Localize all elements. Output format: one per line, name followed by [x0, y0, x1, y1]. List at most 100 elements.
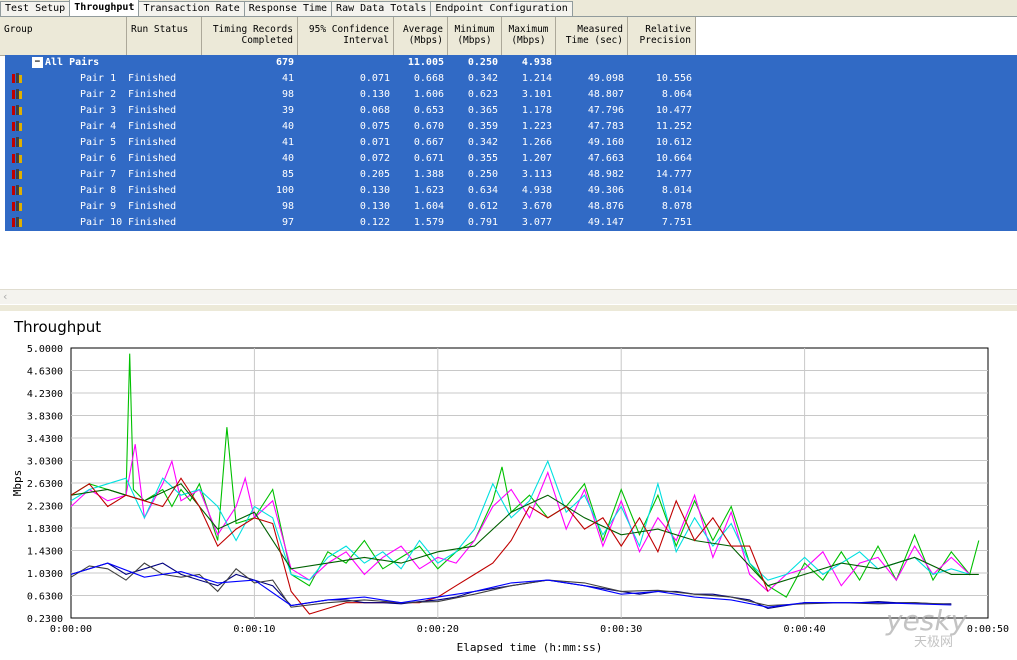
- y-tick-label: 4.6300: [27, 367, 63, 378]
- pair-row[interactable]: Pair 1 Finished 41 0.071 0.668 0.342 1.214 49.0…: [5, 71, 1017, 87]
- y-tick-label: 2.6300: [27, 479, 63, 490]
- series-line-3: [70, 459, 970, 581]
- y-tick-label: 1.8300: [27, 524, 63, 535]
- group-cell: Pair 3: [5, 103, 127, 119]
- time-cell: 49.147: [587, 217, 624, 228]
- minimum-cell: 0.355: [467, 153, 498, 164]
- endpoint-pair-icon: [11, 216, 23, 228]
- endpoint-pair-icon: [11, 168, 23, 180]
- scroll-left-icon[interactable]: ‹: [2, 290, 9, 303]
- maximum-cell: 3.101: [521, 89, 552, 100]
- endpoint-pair-icon: [11, 152, 23, 164]
- column-header-3[interactable]: 95% Confidence Interval: [298, 17, 394, 55]
- pair-row[interactable]: Pair 4 Finished 40 0.075 0.670 0.359 1.223 47.7…: [5, 119, 1017, 135]
- pair-row[interactable]: Pair 10 Finished 97 0.122 1.579 0.791 3.077 49.…: [5, 215, 1017, 231]
- ci-cell: 0.071: [359, 137, 390, 148]
- status-cell: Finished: [128, 201, 177, 212]
- tab-response-time[interactable]: Response Time: [243, 1, 333, 16]
- precision-cell: 10.612: [655, 137, 692, 148]
- grid-rows: − All Pairs 679 11.005 0.250 4.938 Pair 1 Finis…: [5, 55, 1017, 231]
- tab-endpoint-configuration[interactable]: Endpoint Configuration: [430, 1, 573, 16]
- y-tick-label: 1.0300: [27, 569, 63, 580]
- precision-cell: 10.664: [655, 153, 692, 164]
- series-line-5: [70, 477, 769, 615]
- pair-row[interactable]: Pair 7 Finished 85 0.205 1.388 0.250 3.113 48.9…: [5, 167, 1017, 183]
- precision-cell: 7.751: [661, 217, 692, 228]
- x-tick-label: 0:00:10: [233, 624, 275, 635]
- time-cell: 47.783: [587, 121, 624, 132]
- column-header-6[interactable]: Maximum (Mbps): [502, 17, 556, 55]
- y-tick-label: 2.2300: [27, 502, 63, 513]
- group-cell: − All Pairs: [5, 55, 127, 71]
- minimum-cell: 0.791: [467, 217, 498, 228]
- tab-test-setup[interactable]: Test Setup: [0, 1, 71, 16]
- minimum-cell: 0.623: [467, 89, 498, 100]
- average-cell: 0.670: [413, 121, 444, 132]
- status-cell: Finished: [128, 169, 177, 180]
- y-tick-label: 3.8300: [27, 412, 63, 423]
- group-cell: Pair 9: [5, 199, 127, 215]
- status-cell: Finished: [128, 73, 177, 84]
- y-tick-label: 0.2300: [27, 614, 63, 625]
- tab-transaction-rate[interactable]: Transaction Rate: [138, 1, 245, 16]
- summary-row[interactable]: − All Pairs 679 11.005 0.250 4.938: [5, 55, 1017, 71]
- precision-cell: [628, 55, 696, 71]
- records-cell: 85: [281, 169, 294, 180]
- time-cell: [556, 55, 628, 71]
- x-tick-label: 0:00:00: [50, 624, 92, 635]
- column-header-2[interactable]: Timing Records Completed: [202, 17, 298, 55]
- ci-cell: 0.075: [359, 121, 390, 132]
- endpoint-pair-icon: [11, 88, 23, 100]
- collapse-icon[interactable]: −: [32, 56, 43, 68]
- maximum-cell: 3.113: [521, 169, 552, 180]
- precision-cell: 11.252: [655, 121, 692, 132]
- average-cell: 11.005: [407, 57, 444, 68]
- pair-row[interactable]: Pair 9 Finished 98 0.130 1.604 0.612 3.670 48.8…: [5, 199, 1017, 215]
- status-cell: Finished: [128, 105, 177, 116]
- pair-row[interactable]: Pair 2 Finished 98 0.130 1.606 0.623 3.101 48.8…: [5, 87, 1017, 103]
- maximum-cell: 1.178: [521, 105, 552, 116]
- column-header-1[interactable]: Run Status: [127, 17, 202, 55]
- maximum-cell: 3.670: [521, 201, 552, 212]
- group-cell: Pair 6: [5, 151, 127, 167]
- series-line-8: [70, 562, 952, 608]
- y-tick-label: 5.0000: [27, 344, 63, 355]
- pair-label: Pair 6: [80, 153, 117, 164]
- precision-cell: 14.777: [655, 169, 692, 180]
- precision-cell: 10.556: [655, 73, 692, 84]
- chart-svg: 5.0000 4.6300 4.2300 3.8300 3.4300 3.0300 2.63…: [11, 344, 1009, 654]
- y-tick-label: 3.4300: [27, 434, 63, 445]
- time-cell: 49.160: [587, 137, 624, 148]
- pair-row[interactable]: Pair 8 Finished 100 0.130 1.623 0.634 4.938 49.…: [5, 183, 1017, 199]
- average-cell: 0.667: [413, 137, 444, 148]
- pair-row[interactable]: Pair 5 Finished 41 0.071 0.667 0.342 1.266 49.1…: [5, 135, 1017, 151]
- pair-row[interactable]: Pair 6 Finished 40 0.072 0.671 0.355 1.207 47.6…: [5, 151, 1017, 167]
- yesky-logo-watermark: yesky 天极网: [885, 604, 968, 650]
- ci-cell: 0.068: [359, 105, 390, 116]
- results-grid[interactable]: Group Run Status Timing Records Completed 9…: [0, 17, 1017, 304]
- average-cell: 0.671: [413, 153, 444, 164]
- column-header-7[interactable]: Measured Time (sec): [556, 17, 628, 55]
- minimum-cell: 0.612: [467, 201, 498, 212]
- pair-label: Pair 4: [80, 121, 117, 132]
- minimum-cell: 0.250: [467, 57, 498, 68]
- tab-raw-data-totals[interactable]: Raw Data Totals: [331, 1, 432, 16]
- group-cell: Pair 7: [5, 167, 127, 183]
- horizontal-scrollbar[interactable]: ‹: [0, 289, 1017, 304]
- y-tick-label: 4.2300: [27, 389, 63, 400]
- column-header-4[interactable]: Average (Mbps): [394, 17, 448, 55]
- time-cell: 49.098: [587, 73, 624, 84]
- precision-cell: 8.064: [661, 89, 692, 100]
- column-header-8[interactable]: Relative Precision: [628, 17, 696, 55]
- records-cell: 98: [281, 201, 294, 212]
- pair-row[interactable]: Pair 3 Finished 39 0.068 0.653 0.365 1.178 47.7…: [5, 103, 1017, 119]
- column-header-0[interactable]: Group: [0, 17, 127, 55]
- tab-throughput[interactable]: Throughput: [69, 0, 140, 16]
- records-cell: 98: [281, 89, 294, 100]
- records-cell: 40: [281, 121, 294, 132]
- maximum-cell: 1.266: [521, 137, 552, 148]
- group-cell: Pair 10: [5, 215, 127, 231]
- column-header-5[interactable]: Minimum (Mbps): [448, 17, 502, 55]
- throughput-chart: Throughput 5.0000 4.6300 4.2300 3.8300 3.430…: [0, 311, 1017, 660]
- precision-cell: 10.477: [655, 105, 692, 116]
